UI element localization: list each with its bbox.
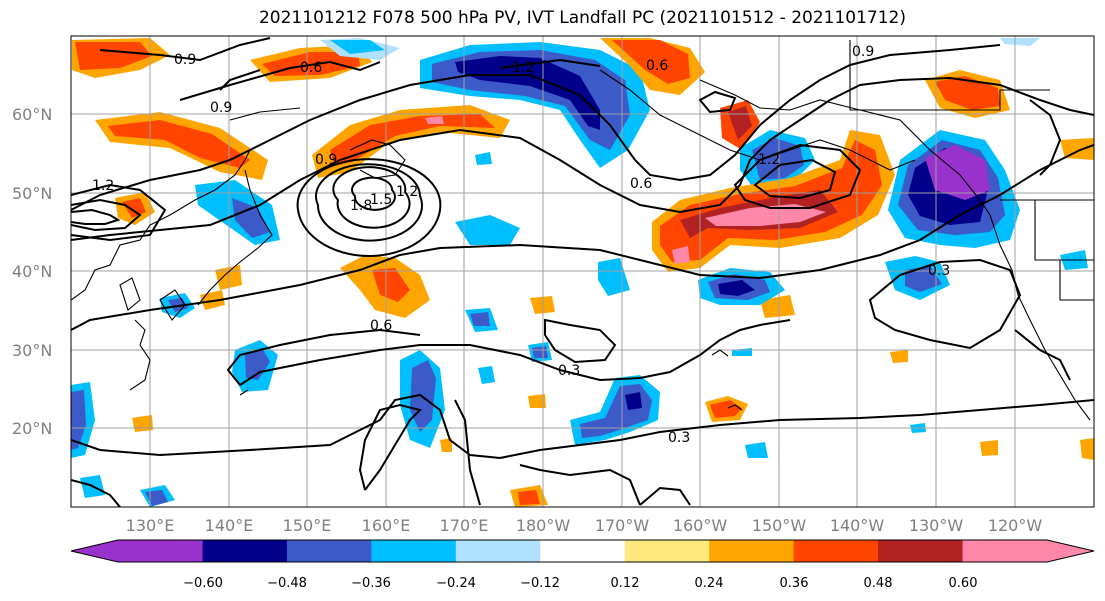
colorbar-segment [371,540,457,562]
map-frame [70,35,1095,508]
longitude-labels: 130°E 140°E 150°E 160°E 170°E 180°W 170°… [126,516,1043,535]
lon-label: 150°W [752,516,807,535]
colorbar-tick: −0.60 [183,576,223,591]
contour-label: 0.6 [370,318,392,334]
contour-label: 0.9 [210,100,232,116]
lat-label: 60°N [12,105,52,124]
colorbar-tick-labels: −0.60 −0.48 −0.36 −0.24 −0.12 0.12 0.24 … [183,576,977,591]
lon-label: 130°W [909,516,964,535]
lon-label: 130°E [126,516,175,535]
lon-label: 160°W [673,516,728,535]
colorbar-tick: 0.48 [864,576,893,591]
coastlines [71,40,1094,421]
contour-label: 1.2 [396,184,418,200]
contour-label: 1.2 [758,152,780,168]
colorbar-tick: −0.48 [267,576,307,591]
contour-label: 0.9 [315,152,337,168]
colorbar-segment [624,540,710,562]
lon-label: 170°E [440,516,489,535]
colorbar-tick: −0.36 [351,576,391,591]
latitude-labels: 60°N 50°N 40°N 30°N 20°N [12,105,52,438]
colorbar-tick: −0.12 [520,576,560,591]
map-title: 2021101212 F078 500 hPa PV, IVT Landfall… [258,8,906,28]
lon-label: 170°W [595,516,650,535]
lon-label: 160°E [362,516,411,535]
colorbar-segment [709,540,795,562]
contour-label: 1.2 [92,178,114,194]
colorbar-tick: 0.24 [695,576,724,591]
colorbar-tick: 0.12 [611,576,640,591]
lon-label: 180°W [516,516,571,535]
lon-label: 140°E [205,516,254,535]
contour-label: 1.2 [512,60,534,76]
map-panel: 0.9 0.6 1.2 0.9 0.9 0.6 0.6 1.2 0.9 1.8 … [71,36,1094,507]
contour-label: 0.3 [558,363,580,379]
contour-label: 0.9 [174,52,196,68]
colorbar-tick: 0.36 [780,576,809,591]
colorbar-segment [455,540,541,562]
colorbar-segment [793,540,879,562]
contour-label: 0.9 [852,44,874,60]
lon-label: 150°E [283,516,332,535]
contour-label: 1.5 [370,192,392,208]
colorbar-segment [286,540,372,562]
colorbar-segment [962,540,1094,562]
lat-label: 40°N [12,262,52,281]
contour-label: 1.8 [350,198,372,214]
colorbar-segment [878,540,964,562]
colorbar-outline [70,539,1095,563]
lat-label: 20°N [12,419,52,438]
colorbar-tick: 0.60 [949,576,978,591]
map-gridlines [71,36,1094,507]
pv-contours [71,37,1094,507]
colorbar-segment [540,540,626,562]
colorbar-segment [202,540,288,562]
lon-label: 140°W [830,516,885,535]
lat-label: 50°N [12,184,52,203]
colorbar-segment [71,540,203,562]
contour-label: 0.6 [646,58,668,74]
contour-label: 0.6 [630,176,652,192]
lon-label: 120°W [988,516,1043,535]
contour-label: 0.3 [668,430,690,446]
contour-labels: 0.9 0.6 1.2 0.9 0.9 0.6 0.6 1.2 0.9 1.8 … [92,44,950,446]
contour-label: 0.6 [300,60,322,76]
colorbar-tick: −0.24 [436,576,476,591]
colorbar [70,539,1095,563]
lat-label: 30°N [12,341,52,360]
contour-label: 0.3 [928,263,950,279]
